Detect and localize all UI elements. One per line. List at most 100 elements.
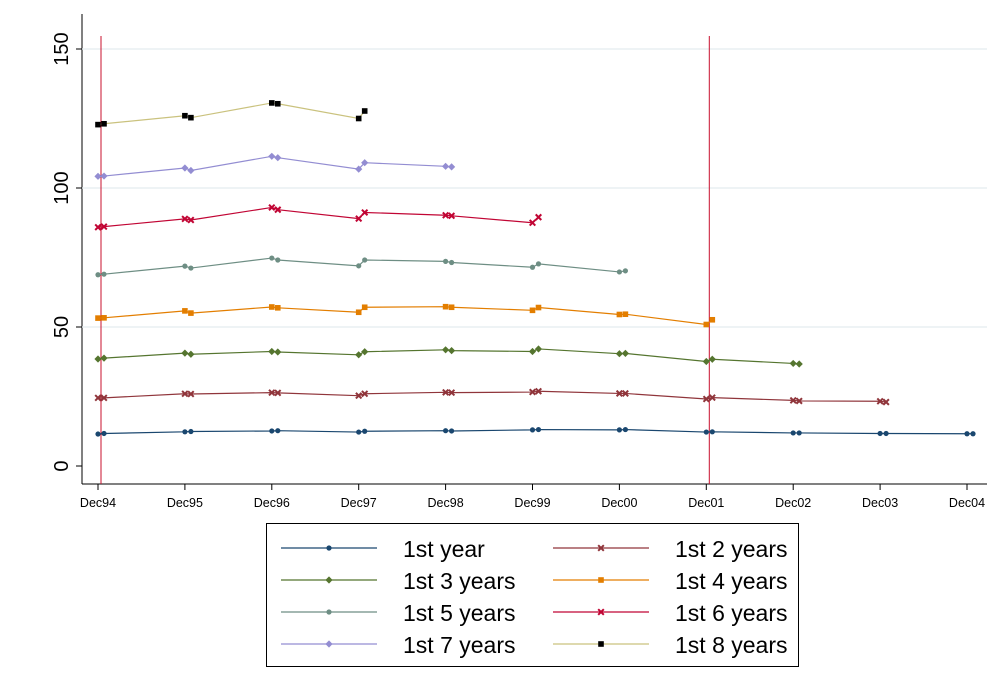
data-point (95, 315, 101, 321)
data-point (355, 215, 363, 223)
data-point (355, 309, 362, 316)
data-point (182, 429, 188, 435)
data-point (789, 396, 797, 404)
data-point (361, 390, 369, 398)
data-point (269, 428, 275, 434)
y-tick-label: 100 (51, 171, 73, 204)
legend-marker (326, 609, 332, 615)
series-line (97, 155, 452, 177)
x-tick-label: Dec00 (601, 496, 637, 510)
legend-item: 1st 6 years (553, 596, 803, 628)
data-point (883, 430, 889, 437)
data-point (94, 394, 102, 402)
data-point (535, 261, 542, 267)
legend-marker (326, 545, 332, 551)
data-point (355, 165, 363, 173)
data-point (790, 430, 796, 436)
legend-item: 1st 8 years (553, 628, 803, 660)
data-point (443, 428, 449, 434)
x-tick-label: Dec94 (80, 496, 116, 510)
data-point (622, 268, 629, 274)
legend-label: 1st 3 years (403, 568, 516, 594)
legend-item: 1st 2 years (553, 532, 803, 564)
data-point (535, 426, 542, 433)
data-point (789, 359, 797, 368)
data-point (442, 303, 449, 310)
data-point (275, 257, 281, 263)
data-point (100, 394, 108, 402)
data-point (182, 308, 188, 314)
data-point (882, 398, 890, 406)
data-point (616, 311, 623, 318)
data-point (181, 215, 189, 223)
data-point (709, 429, 715, 435)
x-tick-label: Dec98 (428, 496, 464, 510)
data-point (95, 121, 101, 128)
data-point (101, 430, 107, 437)
series-line (97, 206, 539, 228)
data-point (702, 395, 710, 403)
data-point (795, 360, 803, 368)
data-point (702, 357, 710, 366)
data-point (274, 348, 282, 356)
data-point (182, 112, 188, 119)
data-point (529, 427, 536, 433)
x-tick-label: Dec01 (688, 496, 724, 510)
data-point (95, 431, 101, 437)
legend-label: 1st 4 years (675, 568, 788, 594)
data-point (448, 163, 456, 171)
data-point (361, 348, 369, 356)
data-point (362, 257, 368, 263)
data-point (616, 427, 623, 433)
data-point (275, 305, 281, 311)
data-point (528, 388, 537, 396)
legend-swatch (553, 544, 649, 552)
data-point (274, 389, 282, 397)
data-point (528, 219, 537, 227)
data-point (449, 259, 455, 266)
data-point (356, 263, 362, 269)
data-point (528, 347, 537, 356)
data-point (442, 162, 450, 170)
y-tick-label: 0 (51, 460, 73, 471)
legend-marker (598, 577, 604, 583)
legend-marker (325, 576, 333, 584)
data-point (448, 304, 455, 311)
data-point (188, 265, 194, 271)
data-point (708, 355, 716, 363)
data-point (187, 216, 195, 224)
legend-item: 1st 7 years (281, 628, 531, 660)
data-point (529, 307, 536, 314)
data-point (355, 115, 362, 122)
data-point (534, 345, 543, 353)
data-point (361, 159, 369, 167)
x-tick-label: Dec95 (167, 496, 203, 510)
data-point (355, 392, 363, 400)
legend-item: 1st 5 years (281, 596, 531, 628)
data-point (274, 206, 282, 214)
data-point (796, 430, 802, 436)
data-point (94, 223, 102, 231)
data-point (274, 154, 282, 162)
data-point (100, 172, 108, 180)
data-point (181, 349, 189, 357)
data-point (268, 203, 276, 211)
x-tick-label: Dec97 (341, 496, 377, 510)
data-point (361, 108, 368, 114)
data-point (100, 354, 108, 362)
legend-item: 1st 4 years (553, 564, 803, 596)
legend-swatch (281, 576, 377, 584)
data-point (615, 389, 623, 397)
data-point (709, 316, 716, 323)
data-point (708, 394, 716, 402)
data-point (615, 350, 623, 358)
line-chart: 0 50 100 150 Dec94 Dec95 Dec96 Dec97 Dec98 Dec99 D… (51, 14, 987, 510)
data-point (703, 321, 710, 328)
data-point (187, 350, 195, 358)
series-line (97, 428, 973, 435)
data-point (101, 315, 107, 321)
data-point (362, 428, 368, 434)
data-point (622, 311, 629, 318)
legend-item: 1st year (281, 532, 531, 564)
data-point (275, 100, 281, 107)
